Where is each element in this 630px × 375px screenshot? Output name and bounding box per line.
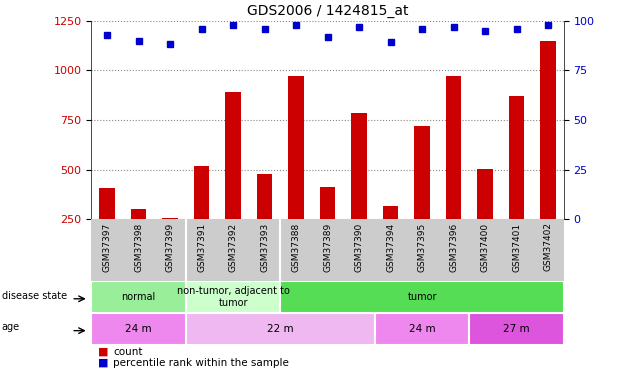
Text: GSM37392: GSM37392 <box>229 222 238 272</box>
Text: GSM37391: GSM37391 <box>197 222 206 272</box>
Text: GSM37401: GSM37401 <box>512 222 521 272</box>
Text: disease state: disease state <box>2 291 67 301</box>
Text: GSM37402: GSM37402 <box>544 222 553 272</box>
Bar <box>352 113 367 269</box>
Bar <box>257 174 273 269</box>
Text: GSM37393: GSM37393 <box>260 222 269 272</box>
Text: GSM37398: GSM37398 <box>134 222 143 272</box>
Text: GSM37395: GSM37395 <box>418 222 427 272</box>
Text: GSM37389: GSM37389 <box>323 222 332 272</box>
Bar <box>415 126 430 269</box>
Bar <box>163 218 178 269</box>
Bar <box>186 313 375 345</box>
Bar <box>469 313 564 345</box>
Text: non-tumor, adjacent to
tumor: non-tumor, adjacent to tumor <box>176 286 290 308</box>
Text: ■: ■ <box>98 347 108 357</box>
Bar <box>375 313 469 345</box>
Title: GDS2006 / 1424815_at: GDS2006 / 1424815_at <box>247 4 408 18</box>
Text: GSM37394: GSM37394 <box>386 222 395 272</box>
Text: GSM37388: GSM37388 <box>292 222 301 272</box>
Text: GSM37397: GSM37397 <box>103 222 112 272</box>
Bar <box>91 313 186 345</box>
Text: tumor: tumor <box>408 292 437 302</box>
Text: GSM37400: GSM37400 <box>481 222 490 272</box>
Text: GSM37390: GSM37390 <box>355 222 364 272</box>
Bar <box>280 281 564 313</box>
Text: ■: ■ <box>98 357 108 368</box>
Bar <box>478 169 493 269</box>
Text: 24 m: 24 m <box>125 324 152 334</box>
Text: percentile rank within the sample: percentile rank within the sample <box>113 357 289 368</box>
Bar <box>289 76 304 269</box>
Bar <box>541 40 556 269</box>
Text: 24 m: 24 m <box>409 324 435 334</box>
Bar <box>226 92 241 269</box>
Text: 27 m: 27 m <box>503 324 530 334</box>
Text: normal: normal <box>122 292 156 302</box>
Bar <box>194 166 209 269</box>
Text: GSM37396: GSM37396 <box>449 222 458 272</box>
Text: GSM37399: GSM37399 <box>166 222 175 272</box>
Bar <box>383 207 399 269</box>
Bar <box>446 76 461 269</box>
Text: 22 m: 22 m <box>267 324 294 334</box>
Bar <box>186 281 280 313</box>
Bar <box>320 187 336 269</box>
Text: count: count <box>113 347 143 357</box>
Bar <box>100 188 115 269</box>
Bar <box>131 209 146 269</box>
Bar <box>509 96 524 269</box>
Bar <box>91 281 186 313</box>
Text: age: age <box>2 322 20 333</box>
